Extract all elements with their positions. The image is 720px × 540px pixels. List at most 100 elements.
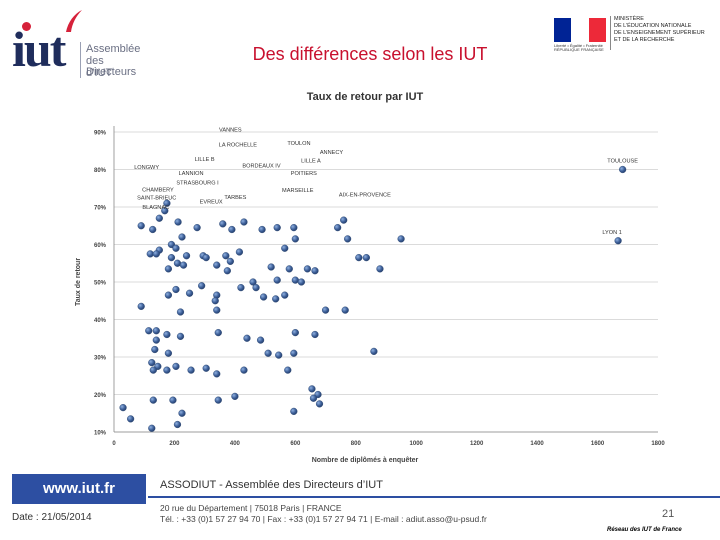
page-number: 21	[662, 508, 674, 520]
point-label: TARBES	[224, 195, 246, 201]
data-point	[198, 282, 205, 289]
data-point	[334, 224, 341, 231]
scatter-chart: Taux de retour par IUT 10% 20% 30% 40% 50% 60%…	[70, 84, 670, 474]
data-point	[173, 286, 180, 293]
data-point	[163, 331, 170, 338]
data-point	[168, 254, 175, 261]
data-point	[227, 258, 234, 265]
network-name: Réseau des IUT de France	[607, 527, 682, 533]
data-point	[259, 226, 266, 233]
footer-address: 20 rue du Département | 75018 Paris | FR…	[160, 503, 342, 513]
data-point	[188, 367, 195, 374]
data-point	[149, 226, 156, 233]
ministry-line-1: MINISTÈRE	[614, 17, 644, 23]
data-point	[398, 235, 405, 242]
data-point	[179, 234, 186, 241]
x-tick-label: 800	[351, 441, 362, 447]
data-point	[212, 297, 219, 304]
data-point	[170, 397, 177, 404]
data-point	[148, 425, 155, 432]
x-tick-label: 600	[290, 441, 301, 447]
data-point	[153, 327, 160, 334]
flag-blue	[554, 18, 571, 42]
data-point	[194, 224, 201, 231]
data-point	[316, 400, 323, 407]
data-point	[231, 393, 238, 400]
ministry-separator	[610, 16, 611, 50]
data-point	[322, 307, 329, 314]
flag-red	[589, 18, 606, 42]
data-point	[284, 367, 291, 374]
data-point	[377, 265, 384, 272]
ministry-line-2: DE L’ÉDUCATION NATIONALE	[614, 24, 691, 30]
data-point	[213, 307, 220, 314]
data-point	[344, 235, 351, 242]
data-point	[150, 397, 157, 404]
data-point	[309, 385, 316, 392]
point-label: CHAMBERY	[142, 187, 174, 193]
point-label: EVREUX	[200, 200, 223, 206]
flag-caption: Liberté • Égalité • Fraternité RÉPUBLIQU…	[554, 44, 614, 53]
y-tick-label: 70%	[94, 206, 107, 212]
y-tick-label: 40%	[94, 318, 107, 324]
logo-swoosh-icon	[64, 8, 84, 34]
data-point	[150, 367, 157, 374]
point-label: LA ROCHELLE	[219, 143, 258, 149]
footer-url[interactable]: www.iut.fr	[12, 480, 146, 497]
data-point	[292, 329, 299, 336]
data-point	[138, 222, 145, 229]
x-axis-label: Nombre de diplômés à enquêter	[312, 457, 419, 464]
point-label: VANNES	[219, 128, 242, 134]
data-point	[281, 292, 288, 299]
y-tick-label: 30%	[94, 356, 107, 362]
data-point	[310, 395, 317, 402]
data-point	[151, 346, 158, 353]
data-point	[371, 348, 378, 355]
data-point	[292, 277, 299, 284]
point-label: STRASBOURG I	[176, 180, 219, 186]
data-point	[241, 367, 248, 374]
data-point	[253, 284, 260, 291]
y-tick-label: 90%	[94, 131, 107, 137]
data-point	[222, 252, 229, 259]
data-point	[174, 421, 181, 428]
x-tick-label: 400	[230, 441, 241, 447]
logo-dot	[22, 22, 31, 31]
data-point	[615, 237, 622, 244]
data-point	[165, 292, 172, 299]
point-label: LONGWY	[134, 165, 159, 171]
data-point	[286, 265, 293, 272]
data-point	[153, 250, 160, 257]
point-label: SAINT-BRIEUC	[137, 196, 176, 202]
data-point	[257, 337, 264, 344]
data-point	[244, 335, 251, 342]
y-tick-label: 50%	[94, 281, 107, 287]
data-point	[224, 267, 231, 274]
footer-rule	[148, 496, 720, 498]
data-point	[145, 327, 152, 334]
data-point	[241, 219, 248, 226]
data-point	[173, 363, 180, 370]
data-point	[215, 397, 222, 404]
data-point	[363, 254, 370, 261]
data-point	[120, 404, 127, 411]
data-point	[265, 350, 272, 357]
point-label: ANNECY	[320, 150, 344, 156]
data-point	[180, 262, 187, 269]
data-point	[153, 337, 160, 344]
point-label: BORDEAUX IV	[242, 163, 281, 169]
data-point	[183, 252, 190, 259]
data-point	[290, 350, 297, 357]
footer-organization: ASSODIUT - Assemblée des Directeurs d’IU…	[160, 479, 383, 491]
data-point	[228, 226, 235, 233]
data-point	[203, 365, 210, 372]
data-point	[213, 370, 220, 377]
point-label: MARSEILLE	[282, 188, 314, 194]
point-label: LYON 1	[602, 230, 621, 236]
data-point	[342, 307, 349, 314]
point-label: AIX-EN-PROVENCE	[339, 192, 391, 198]
data-point	[238, 284, 245, 291]
point-label: LANNION	[179, 171, 204, 177]
data-point	[147, 250, 154, 257]
chart-title: Taux de retour par IUT	[307, 91, 424, 103]
